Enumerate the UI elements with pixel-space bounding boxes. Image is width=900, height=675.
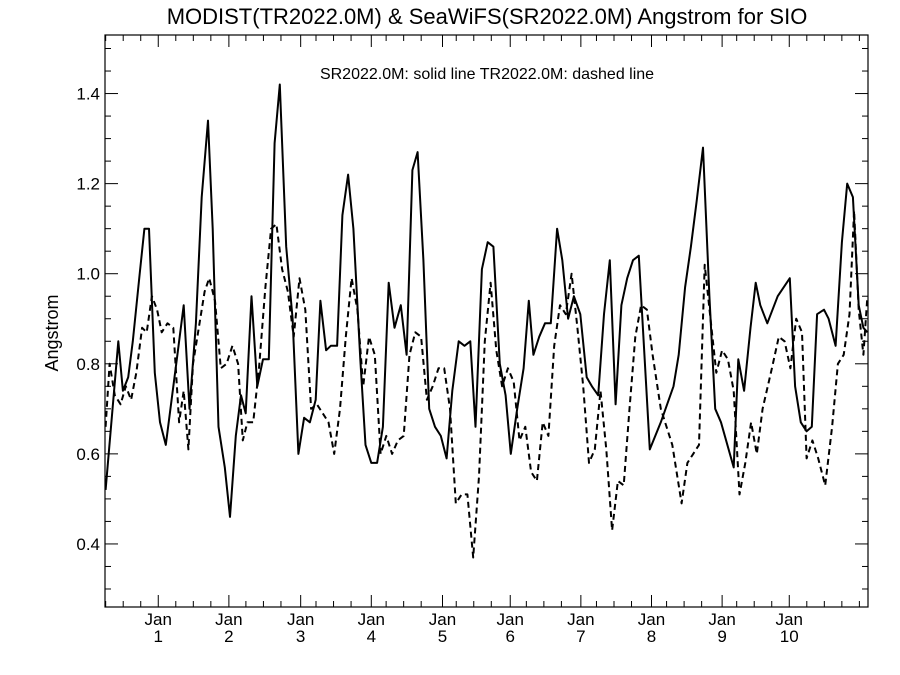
x-tick-label-year: 1: [154, 627, 163, 646]
x-tick-label-month: Jan: [776, 610, 803, 629]
x-tick-label-month: Jan: [215, 610, 242, 629]
x-tick-label-year: 5: [438, 627, 447, 646]
x-tick-label-month: Jan: [429, 610, 456, 629]
x-tick-label-month: Jan: [497, 610, 524, 629]
x-tick-label-year: 9: [717, 627, 726, 646]
y-tick-label: 1.0: [76, 265, 100, 284]
y-axis-label: Angstrom: [42, 294, 62, 371]
series-line-dashed: [104, 209, 869, 559]
x-tick-label-month: Jan: [145, 610, 172, 629]
series-layer: [104, 83, 869, 559]
chart-title: MODIST(TR2022.0M) & SeaWiFS(SR2022.0M) A…: [167, 4, 808, 29]
series-line-solid: [104, 83, 869, 518]
x-tick-label-year: 7: [576, 627, 585, 646]
x-tick-label-year: 8: [647, 627, 656, 646]
x-tick-label-year: 2: [224, 627, 233, 646]
y-tick-label: 1.4: [76, 85, 100, 104]
x-tick-label-month: Jan: [708, 610, 735, 629]
x-tick-label-year: 10: [780, 627, 799, 646]
y-tick-label: 0.6: [76, 445, 100, 464]
x-tick-label-month: Jan: [638, 610, 665, 629]
line-style-legend: SR2022.0M: solid line TR2022.0M: dashed …: [320, 66, 654, 83]
x-tick-label-year: 4: [367, 627, 376, 646]
x-tick-label-month: Jan: [567, 610, 594, 629]
y-tick-label: 1.2: [76, 175, 100, 194]
x-tick-label-year: 3: [296, 627, 305, 646]
y-tick-label: 0.4: [76, 535, 100, 554]
x-tick-label-year: 6: [506, 627, 515, 646]
x-tick-label-month: Jan: [358, 610, 385, 629]
x-tick-label-month: Jan: [287, 610, 314, 629]
plot-frame: [104, 34, 869, 608]
y-tick-label: 0.8: [76, 355, 100, 374]
ticks-layer: 0.40.60.81.01.21.4Jan1Jan2Jan3Jan4Jan5Ja…: [76, 35, 868, 646]
